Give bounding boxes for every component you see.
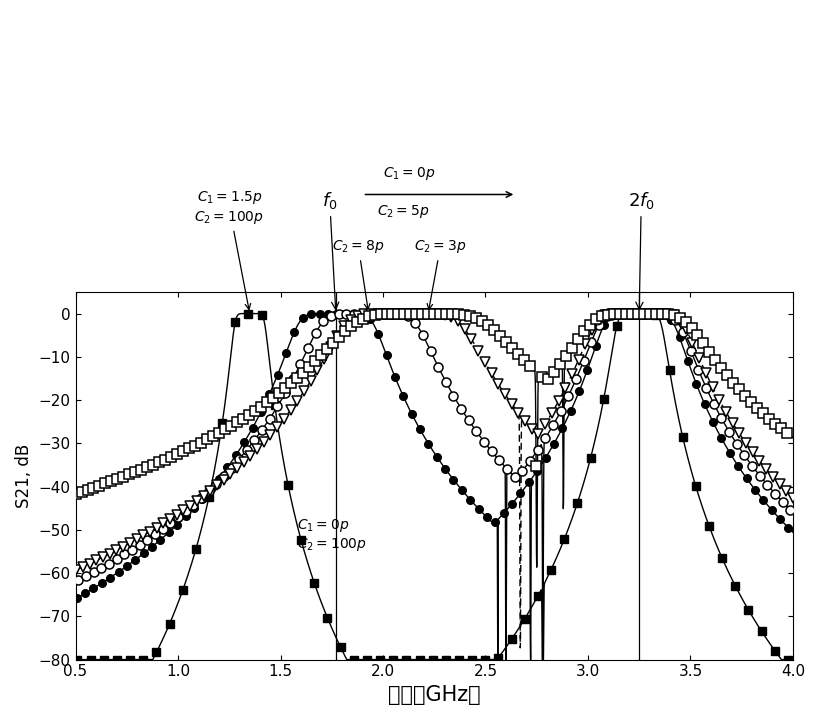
Text: $C_1=0p$: $C_1=0p$ [382, 165, 435, 181]
Text: $2f_0$: $2f_0$ [627, 190, 654, 310]
Text: $C_1=0p$
$C_2=100p$: $C_1=0p$ $C_2=100p$ [296, 517, 366, 553]
Text: $C_2=5p$: $C_2=5p$ [377, 203, 429, 220]
Text: $C_2=3p$: $C_2=3p$ [414, 238, 466, 310]
X-axis label: 频率（GHz）: 频率（GHz） [387, 685, 480, 705]
Text: $f_0$: $f_0$ [322, 190, 338, 310]
Text: $C_1=1.5p$
$C_2=100p$: $C_1=1.5p$ $C_2=100p$ [194, 189, 264, 310]
Y-axis label: S21, dB: S21, dB [15, 444, 33, 508]
Text: $C_2=8p$: $C_2=8p$ [332, 238, 384, 310]
